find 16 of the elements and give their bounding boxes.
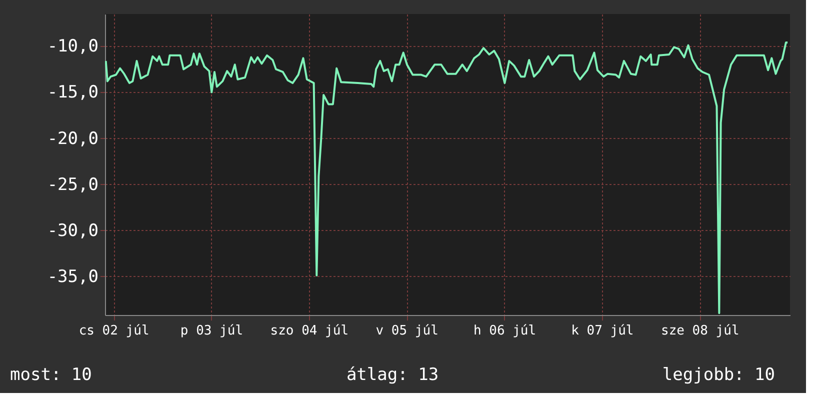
text: most: 10 [10,365,92,385]
y-tick-label: -20,0 [47,128,98,149]
y-tick-label: -10,0 [47,36,98,57]
x-tick-label: szo 04 júl [270,324,349,338]
x-tick-label: k 07 júl [571,324,634,338]
x-tick-label: cs 02 júl [78,324,150,338]
x-tick-label: v 05 júl [376,324,438,338]
text: legjobb: 10 [662,365,775,385]
x-tick-label: sze 08 júl [661,324,740,338]
y-tick-label: -35,0 [47,266,98,287]
x-tick-label: p 03 júl [180,324,244,338]
y-tick-label: -30,0 [47,220,98,241]
text: átlag: 13 [346,365,439,385]
x-tick-label: h 06 júl [473,324,536,338]
y-tick-label: -25,0 [47,174,98,195]
y-tick-label: -15,0 [47,82,98,103]
